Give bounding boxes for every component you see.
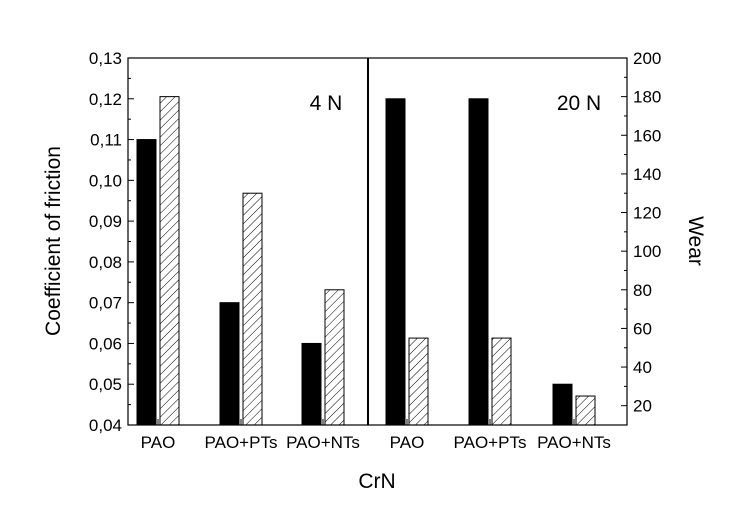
left-tick-label: 0,07 [89,294,122,313]
wear-bar [575,395,596,426]
right-tick-label: 140 [633,165,661,184]
left-tick-label: 0,06 [89,334,122,353]
right-tick-label: 160 [633,126,661,145]
right-tick-label: 20 [633,397,652,416]
panel-label: 4 N [310,92,343,115]
category-label: PAO+PTs [205,433,278,452]
wear-bar [242,192,263,426]
right-tick-label: 120 [633,204,661,223]
category-label: PAO [390,433,425,452]
right-tick-label: 100 [633,242,661,261]
category-label: PAO+PTs [454,433,527,452]
left-tick-label: 0,09 [89,212,122,231]
category-label: PAO [141,433,176,452]
x-axis-title: CrN [358,470,395,493]
y2-axis-title: Wear [684,216,707,266]
friction-bar [136,139,157,426]
left-tick-label: 0,08 [89,253,122,272]
right-tick-label: 60 [633,319,652,338]
wear-bar [491,337,512,426]
wear-bar [408,337,429,426]
plot-border [127,57,628,426]
category-label: PAO+NTs [537,433,611,452]
labels-layer: PAO PAO+PTs PAO+NTs 4 N PAO PAO+PTs PAO+NTs 20 … [42,49,707,493]
wear-bar [159,96,180,426]
left-tick-label: 0,10 [89,171,122,190]
bars-layer [136,96,596,426]
plot-frame [127,57,628,426]
friction-bar [219,302,240,426]
friction-bar [468,98,489,426]
left-tick-label: 0,12 [89,90,122,109]
friction-bar [385,98,406,426]
right-tick-label: 180 [633,88,661,107]
friction-bar [301,342,322,426]
friction-bar [552,383,573,426]
category-label: PAO+NTs [286,433,360,452]
right-tick-label: 200 [633,49,661,68]
left-tick-label: 0,11 [90,131,122,150]
left-tick-label: 0,04 [89,416,122,435]
left-tick-label: 0,13 [89,49,122,68]
panel-label: 20 N [557,92,601,115]
right-tick-label: 40 [633,358,652,377]
left-tick-label: 0,05 [89,375,122,394]
y-axis-title: Coefficient of friction [42,146,65,336]
wear-bar [324,289,345,426]
ticks-layer [128,57,627,426]
right-tick-label: 80 [633,281,652,300]
